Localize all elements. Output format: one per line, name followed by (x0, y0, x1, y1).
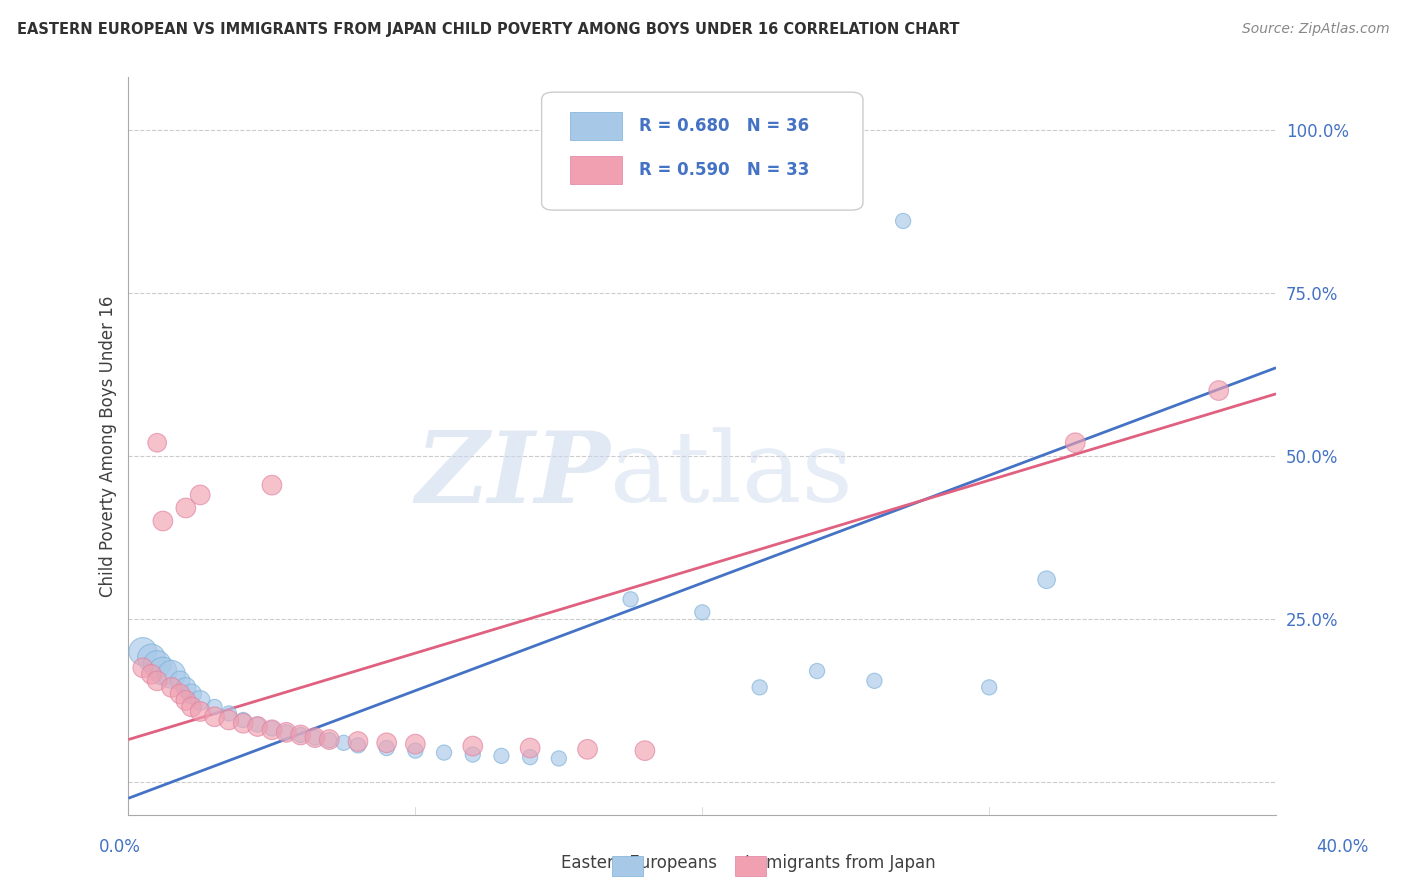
Point (204, 700, 226, 714)
Point (276, 725, 298, 739)
Point (290, 728, 312, 742)
Point (891, 214, 914, 228)
Point (304, 731, 326, 745)
Text: Eastern Europeans: Eastern Europeans (561, 855, 717, 872)
Point (276, 725, 298, 739)
Point (1064, 435, 1087, 450)
Text: R = 0.590   N = 33: R = 0.590 N = 33 (640, 161, 810, 179)
Point (332, 736, 354, 750)
Text: Source: ZipAtlas.com: Source: ZipAtlas.com (1241, 22, 1389, 37)
Point (152, 664, 174, 678)
Point (404, 744, 426, 758)
FancyBboxPatch shape (571, 112, 621, 140)
Point (141, 667, 163, 681)
Point (174, 693, 197, 707)
Point (160, 681, 183, 695)
Text: Immigrants from Japan: Immigrants from Japan (745, 855, 936, 872)
Point (174, 500, 197, 515)
Text: EASTERN EUROPEAN VS IMMIGRANTS FROM JAPAN CHILD POVERTY AMONG BOYS UNDER 16 CORR: EASTERN EUROPEAN VS IMMIGRANTS FROM JAPA… (17, 22, 959, 37)
Text: 40.0%: 40.0% (1316, 838, 1369, 855)
Point (318, 732, 340, 747)
Point (375, 736, 398, 750)
Point (188, 693, 211, 707)
Point (132, 644, 155, 658)
Point (246, 717, 269, 731)
Text: ZIP: ZIP (416, 427, 610, 524)
Point (619, 592, 641, 607)
Y-axis label: Child Poverty Among Boys Under 16: Child Poverty Among Boys Under 16 (100, 295, 117, 597)
Point (180, 687, 202, 701)
Point (304, 731, 326, 745)
Point (188, 488, 211, 502)
Point (141, 651, 163, 665)
Point (404, 737, 426, 751)
Point (260, 722, 283, 736)
Text: R = 0.680   N = 36: R = 0.680 N = 36 (640, 117, 810, 135)
Point (232, 716, 254, 731)
Point (146, 657, 169, 672)
Point (260, 723, 283, 737)
Point (519, 741, 541, 756)
Point (204, 709, 226, 723)
Point (246, 719, 269, 733)
FancyBboxPatch shape (571, 156, 621, 185)
Point (260, 478, 283, 492)
Point (169, 687, 191, 701)
Point (576, 742, 599, 756)
Point (519, 750, 541, 764)
Point (290, 728, 312, 742)
Point (218, 706, 240, 721)
Text: atlas: atlas (610, 427, 853, 524)
Point (146, 673, 169, 688)
Text: 0.0%: 0.0% (98, 838, 141, 855)
Point (461, 747, 484, 762)
Point (491, 748, 513, 763)
Point (748, 681, 770, 695)
Point (979, 681, 1001, 695)
Point (174, 681, 197, 695)
Point (347, 734, 370, 748)
Point (1208, 384, 1230, 398)
Point (232, 713, 254, 727)
Point (1035, 573, 1057, 587)
Point (169, 673, 191, 688)
Point (146, 435, 169, 450)
Point (461, 739, 484, 753)
FancyBboxPatch shape (541, 92, 863, 211)
Point (132, 661, 155, 675)
Point (318, 733, 340, 747)
Point (433, 746, 456, 760)
Point (188, 705, 211, 719)
Point (160, 667, 183, 681)
Point (180, 700, 202, 714)
Point (863, 673, 886, 688)
Point (347, 739, 370, 753)
Point (806, 664, 828, 678)
Point (547, 751, 569, 765)
Point (218, 713, 240, 727)
Point (634, 744, 657, 758)
Point (690, 605, 713, 619)
Point (152, 514, 174, 528)
Point (375, 741, 398, 756)
